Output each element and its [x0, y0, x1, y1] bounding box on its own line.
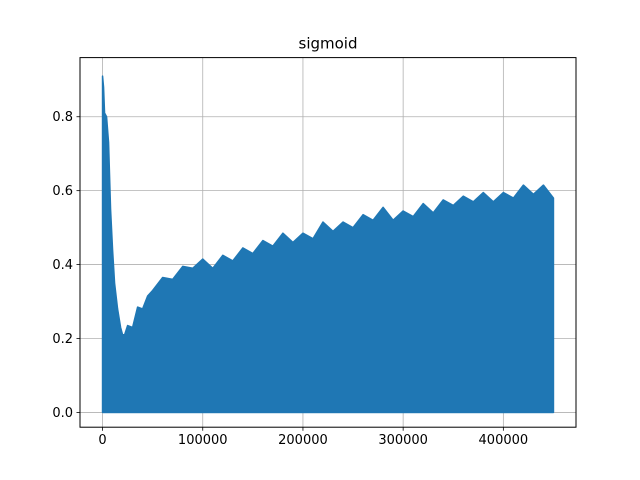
x-tick-label: 100000 — [178, 433, 228, 448]
x-tick-label: 200000 — [278, 433, 328, 448]
y-tick-label: 0.8 — [52, 110, 73, 125]
y-tick-label: 0.0 — [52, 406, 73, 421]
y-tick-label: 0.2 — [52, 332, 73, 347]
x-tick-label: 400000 — [479, 433, 529, 448]
y-tick-label: 0.4 — [52, 258, 73, 273]
series-band — [101, 75, 555, 414]
chart-title: sigmoid — [299, 35, 358, 53]
x-tick-label: 300000 — [378, 433, 428, 448]
x-tick-label: 0 — [98, 433, 106, 448]
ticks: 0 100000 200000 300000 400000 0.0 0.2 0.4 0.6 0.8 — [52, 110, 528, 448]
y-tick-label: 0.6 — [52, 184, 73, 199]
axes-frame — [79, 57, 577, 428]
series-layer — [101, 75, 555, 414]
